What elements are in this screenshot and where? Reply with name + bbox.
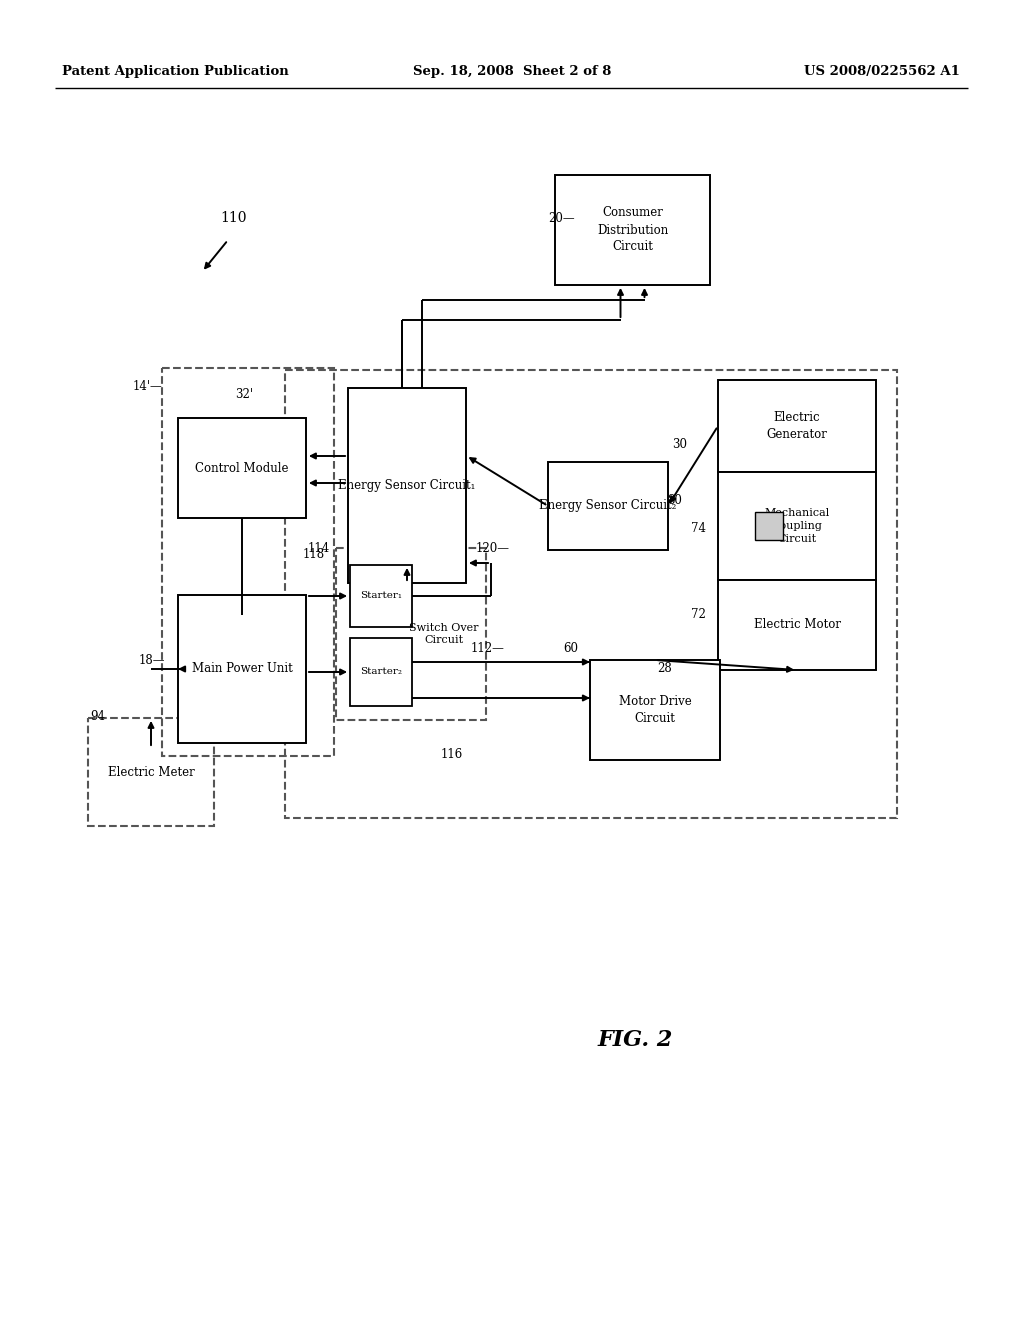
Text: 60: 60 [563,642,578,655]
Text: 118: 118 [303,549,325,561]
FancyBboxPatch shape [548,462,668,550]
FancyBboxPatch shape [350,565,412,627]
FancyBboxPatch shape [718,380,876,473]
Text: Sep. 18, 2008  Sheet 2 of 8: Sep. 18, 2008 Sheet 2 of 8 [413,66,611,78]
Text: 114: 114 [308,541,330,554]
Text: 74: 74 [691,521,706,535]
Text: 14'—: 14'— [132,380,162,393]
Text: 28: 28 [657,661,672,675]
Text: Electric
Generator: Electric Generator [767,411,827,441]
FancyBboxPatch shape [350,638,412,706]
FancyBboxPatch shape [755,512,782,540]
Text: 120—: 120— [476,541,510,554]
FancyBboxPatch shape [178,418,306,517]
Text: Starter₁: Starter₁ [360,591,402,601]
Text: Motor Drive
Circuit: Motor Drive Circuit [618,696,691,725]
Text: Energy Sensor Circuit₂: Energy Sensor Circuit₂ [540,499,677,512]
Text: FIG. 2: FIG. 2 [597,1030,673,1051]
Text: Electric Motor: Electric Motor [754,619,841,631]
FancyBboxPatch shape [348,388,466,583]
Text: Mechanical
Coupling
Circuit: Mechanical Coupling Circuit [764,508,829,544]
Text: Energy Sensor Circuit₁: Energy Sensor Circuit₁ [338,479,476,492]
Text: Control Module: Control Module [196,462,289,474]
Text: 110: 110 [220,211,247,224]
FancyBboxPatch shape [178,595,306,743]
Text: 80: 80 [667,494,682,507]
Text: Starter₂: Starter₂ [360,668,402,676]
Text: 30: 30 [672,438,687,451]
Text: 18—: 18— [138,653,165,667]
Text: Electric Meter: Electric Meter [108,766,195,779]
Text: Main Power Unit: Main Power Unit [191,663,293,676]
Text: 116: 116 [441,748,463,762]
FancyBboxPatch shape [718,473,876,579]
Text: 20—: 20— [548,211,574,224]
FancyBboxPatch shape [555,176,710,285]
Text: Patent Application Publication: Patent Application Publication [62,66,289,78]
Text: Switch Over
Circuit: Switch Over Circuit [410,623,479,645]
Text: 112—: 112— [471,642,505,655]
Text: US 2008/0225562 A1: US 2008/0225562 A1 [804,66,961,78]
FancyBboxPatch shape [718,579,876,671]
FancyBboxPatch shape [590,660,720,760]
Text: 94: 94 [90,710,105,722]
Text: 32': 32' [234,388,253,401]
Text: Consumer
Distribution
Circuit: Consumer Distribution Circuit [597,206,668,253]
Text: 72: 72 [691,609,706,622]
